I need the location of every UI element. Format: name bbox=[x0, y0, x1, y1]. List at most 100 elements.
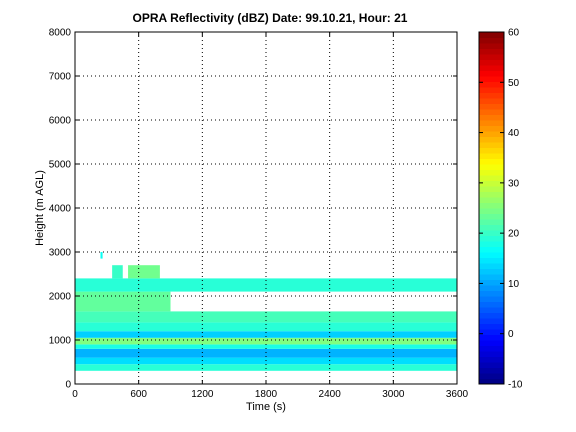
colorbar-segment bbox=[479, 136, 504, 143]
colorbar-segment bbox=[479, 219, 504, 225]
x-axis-label: Time (s) bbox=[246, 401, 286, 413]
reflectivity-layer bbox=[75, 337, 457, 345]
y-tick-label: 4000 bbox=[49, 204, 72, 215]
x-tick-label: 1800 bbox=[255, 389, 278, 400]
colorbar-segment bbox=[479, 131, 504, 137]
colorbar-segment bbox=[479, 142, 504, 148]
colorbar-segment bbox=[479, 356, 504, 363]
reflectivity-layer bbox=[75, 344, 457, 349]
colorbar-segment bbox=[479, 351, 504, 357]
grid bbox=[75, 32, 457, 384]
colorbar-segment bbox=[479, 153, 504, 159]
colorbar-segment bbox=[479, 318, 504, 324]
reflectivity-feature bbox=[128, 265, 160, 279]
colorbar-segment bbox=[479, 87, 504, 93]
colorbar-ticks: -10 0 10 20 30 40 50 60 bbox=[479, 28, 523, 391]
x-ticks: 0 600 1200 1800 2400 3000 3600 bbox=[72, 32, 469, 400]
colorbar-segment bbox=[479, 59, 504, 66]
colorbar-segment bbox=[479, 378, 504, 385]
colorbar-segment bbox=[479, 65, 504, 71]
colorbar-segment bbox=[479, 323, 504, 330]
colorbar-segment bbox=[479, 373, 504, 379]
y-ticks: 0 1000 2000 3000 4000 5000 6000 7000 8000 bbox=[49, 28, 457, 391]
colorbar-segment bbox=[479, 345, 504, 352]
colorbar-segment bbox=[479, 252, 504, 258]
colorbar-segment bbox=[479, 125, 504, 132]
colorbar-segment bbox=[479, 290, 504, 297]
reflectivity-feature bbox=[112, 265, 123, 279]
colorbar-segment bbox=[479, 191, 504, 198]
y-tick-label: 8000 bbox=[49, 28, 72, 39]
y-tick-label: 7000 bbox=[49, 72, 72, 83]
colorbar-frame bbox=[478, 31, 505, 385]
y-tick-label: 6000 bbox=[49, 116, 72, 127]
colorbar-segment bbox=[479, 197, 504, 203]
colorbar-segment bbox=[479, 279, 504, 286]
y-axis-label: Height (m AGL) bbox=[34, 170, 46, 246]
y-tick-label: 5000 bbox=[49, 160, 72, 171]
colorbar-segment bbox=[479, 208, 504, 214]
colorbar-tick-label: 0 bbox=[508, 329, 514, 340]
x-tick-label: 2400 bbox=[319, 389, 342, 400]
x-tick-label: 3000 bbox=[382, 389, 405, 400]
colorbar-segment bbox=[479, 296, 504, 302]
colorbar-tick-label: 20 bbox=[508, 229, 520, 240]
reflectivity-feature bbox=[100, 252, 103, 259]
colorbar-segment bbox=[479, 301, 504, 308]
colorbar-segment bbox=[479, 32, 504, 38]
colorbar-segment bbox=[479, 367, 504, 374]
x-tick-label: 0 bbox=[72, 389, 78, 400]
colorbar-segment bbox=[479, 213, 504, 220]
colorbar-segment bbox=[479, 334, 504, 341]
colorbar-segment bbox=[479, 175, 504, 181]
y-tick-label: 3000 bbox=[49, 248, 72, 259]
colorbar-tick-label: 40 bbox=[508, 128, 520, 139]
reflectivity-layer bbox=[75, 331, 457, 338]
colorbar-segment bbox=[479, 230, 504, 236]
chart-title: OPRA Reflectivity (dBZ) Date: 99.10.21, … bbox=[133, 11, 408, 25]
colorbar bbox=[479, 32, 504, 385]
colorbar-segment bbox=[479, 43, 504, 49]
colorbar-segment bbox=[479, 54, 504, 60]
y-tick-label: 1000 bbox=[49, 336, 72, 347]
colorbar-segment bbox=[479, 158, 504, 165]
colorbar-segment bbox=[479, 92, 504, 99]
colorbar-segment bbox=[479, 186, 504, 192]
colorbar-segment bbox=[479, 329, 504, 335]
colorbar-segment bbox=[479, 235, 504, 242]
x-tick-label: 600 bbox=[130, 389, 147, 400]
colorbar-segment bbox=[479, 48, 504, 55]
colorbar-segment bbox=[479, 169, 504, 176]
reflectivity-layer bbox=[75, 322, 457, 332]
x-tick-label: 1200 bbox=[191, 389, 214, 400]
colorbar-segment bbox=[479, 76, 504, 82]
x-tick-label: 3600 bbox=[446, 389, 469, 400]
colorbar-tick-label: 10 bbox=[508, 279, 520, 290]
reflectivity-layer bbox=[75, 291, 171, 312]
colorbar-segment bbox=[479, 362, 504, 368]
colorbar-tick-label: 30 bbox=[508, 178, 520, 189]
colorbar-segment bbox=[479, 120, 504, 126]
colorbar-segment bbox=[479, 81, 504, 88]
colorbar-segment bbox=[479, 103, 504, 110]
y-tick-label: 0 bbox=[65, 380, 71, 391]
colorbar-segment bbox=[479, 312, 504, 319]
colorbar-segment bbox=[479, 70, 504, 77]
colorbar-segment bbox=[479, 307, 504, 313]
colorbar-segment bbox=[479, 109, 504, 115]
colorbar-segment bbox=[479, 202, 504, 209]
colorbar-segment bbox=[479, 164, 504, 170]
colorbar-segment bbox=[479, 147, 504, 154]
colorbar-segment bbox=[479, 263, 504, 269]
colorbar-segment bbox=[479, 285, 504, 291]
colorbar-tick-label: -10 bbox=[508, 380, 523, 391]
colorbar-segment bbox=[479, 114, 504, 121]
y-tick-label: 2000 bbox=[49, 292, 72, 303]
colorbar-segment bbox=[479, 340, 504, 346]
reflectivity-layer bbox=[75, 364, 457, 371]
colorbar-segment bbox=[479, 257, 504, 264]
colorbar-segment bbox=[479, 98, 504, 104]
reflectivity-layer bbox=[75, 348, 457, 358]
colorbar-tick-label: 60 bbox=[508, 28, 520, 39]
